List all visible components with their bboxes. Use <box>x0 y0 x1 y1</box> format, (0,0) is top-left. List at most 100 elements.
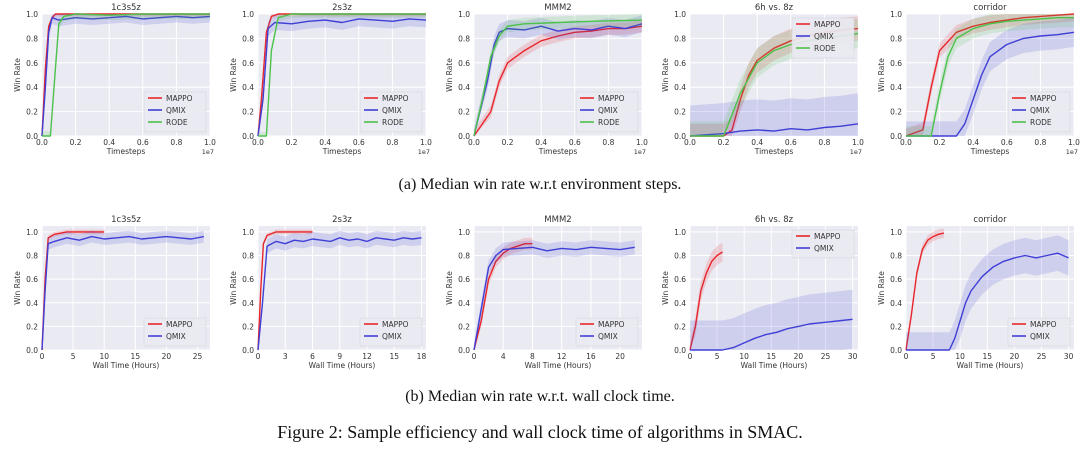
x-tick-label: 0.8 <box>818 138 830 147</box>
x-multiplier: 1e7 <box>418 148 430 156</box>
y-tick-label: 1.0 <box>26 10 38 19</box>
y-tick-label: 0.2 <box>458 108 470 117</box>
legend-label: RODE <box>166 118 188 127</box>
legend-label: MAPPO <box>166 94 193 103</box>
y-tick-label: 0.2 <box>242 108 254 117</box>
y-tick-label: 0.6 <box>458 275 470 284</box>
legend: MAPPO QMIX RODE <box>575 91 639 133</box>
y-tick-label: 0.6 <box>890 275 902 284</box>
chart-panel: 0.0 0.2 0.4 0.6 0.8 1.0 0 4 8 12 16 20 MMM2 Wall Time… <box>445 215 642 370</box>
y-axis-label: Win Rate <box>877 271 886 305</box>
x-tick-label: 0.6 <box>137 138 149 147</box>
y-tick-label: 0.8 <box>26 34 38 43</box>
chart-panel: 0.0 0.2 0.4 0.6 0.8 1.0 0.0 0.2 0.4 0.6 0.8 1.0 MMM2… <box>445 3 648 156</box>
x-tick-label: 0.4 <box>319 138 331 147</box>
y-tick-label: 1.0 <box>242 228 254 237</box>
x-tick-label: 0.8 <box>386 138 398 147</box>
chart-panel: 0.0 0.2 0.4 0.6 0.8 1.0 0 3 6 9 12 15 18 2s3z Wall Tim… <box>229 215 426 370</box>
x-tick-label: 20 <box>1010 352 1020 361</box>
x-tick-label: 10 <box>99 352 109 361</box>
y-axis-label: Win Rate <box>13 58 22 92</box>
y-axis-label: Win Rate <box>661 271 670 305</box>
legend-label: MAPPO <box>598 320 625 329</box>
y-tick-label: 0.0 <box>674 346 686 355</box>
x-tick-label: 20 <box>794 352 804 361</box>
series-line <box>258 13 426 137</box>
y-tick-label: 0.4 <box>26 299 38 308</box>
legend: MAPPO QMIX RODE <box>143 91 207 133</box>
legend-box <box>359 317 423 347</box>
x-tick-label: 0.4 <box>535 138 547 147</box>
x-axis-label: Wall Time (Hours) <box>93 361 160 370</box>
y-tick-label: 0.0 <box>242 346 254 355</box>
y-tick-label: 0.4 <box>242 83 254 92</box>
x-tick-label: 20 <box>615 352 625 361</box>
legend-label: RODE <box>1030 118 1052 127</box>
legend-label: QMIX <box>1030 106 1050 115</box>
series-band <box>906 17 1074 137</box>
series-line <box>257 237 422 351</box>
x-axis-label: Timesteps <box>106 147 146 156</box>
y-axis-label: Win Rate <box>445 271 454 305</box>
legend: MAPPO QMIX <box>575 317 639 347</box>
y-tick-label: 0.6 <box>674 59 686 68</box>
y-tick-label: 0.8 <box>458 34 470 43</box>
x-multiplier: 1e7 <box>1066 148 1078 156</box>
legend-label: MAPPO <box>382 320 409 329</box>
series-band <box>258 229 313 350</box>
chart-panel: 0.0 0.2 0.4 0.6 0.8 1.0 0.0 0.2 0.4 0.6 0.8 1.0 1c3s… <box>13 3 216 156</box>
x-tick-label: 1.0 <box>636 138 648 147</box>
chart-panel: 0.0 0.2 0.4 0.6 0.8 1.0 0 5 10 15 20 25 1c3s5z Wall T… <box>13 215 210 370</box>
legend-box <box>791 229 855 259</box>
y-tick-label: 0.4 <box>890 299 902 308</box>
y-tick-label: 0.0 <box>458 346 470 355</box>
series-line <box>473 25 643 137</box>
y-tick-label: 0.0 <box>674 132 686 141</box>
legend-box <box>1007 317 1071 347</box>
x-tick-label: 0.8 <box>602 138 614 147</box>
x-tick-label: 15 <box>389 352 399 361</box>
y-tick-label: 0.8 <box>242 34 254 43</box>
x-tick-label: 3 <box>283 352 288 361</box>
chart-title: corridor <box>973 215 1007 225</box>
x-tick-label: 0.2 <box>502 138 514 147</box>
chart-title: MMM2 <box>544 215 571 225</box>
series-line <box>41 15 211 137</box>
x-tick-label: 12 <box>557 352 567 361</box>
y-tick-label: 0.2 <box>26 322 38 331</box>
x-tick-label: 1.0 <box>420 138 432 147</box>
chart-title: 1c3s5z <box>111 3 141 13</box>
series-line <box>906 17 1074 137</box>
series-band <box>690 93 858 136</box>
x-tick-label: 30 <box>848 352 858 361</box>
y-tick-label: 0.6 <box>890 59 902 68</box>
y-axis-label: Win Rate <box>229 271 238 305</box>
x-tick-label: 10 <box>739 352 749 361</box>
legend-label: QMIX <box>814 244 834 253</box>
y-tick-label: 0.4 <box>458 83 470 92</box>
y-tick-label: 0.2 <box>890 322 902 331</box>
legend-label: MAPPO <box>166 320 193 329</box>
x-tick-label: 25 <box>821 352 831 361</box>
legend-label: QMIX <box>598 106 618 115</box>
series-band <box>474 15 642 137</box>
y-tick-label: 0.6 <box>26 275 38 284</box>
legend-box <box>143 317 207 347</box>
legend: MAPPO QMIX RODE <box>791 17 855 59</box>
row-b-caption: (b) Median win rate w.r.t. wall clock ti… <box>405 388 675 405</box>
series-band <box>258 14 426 136</box>
x-axis-label: Timesteps <box>754 147 794 156</box>
y-tick-label: 0.0 <box>458 132 470 141</box>
series-band <box>690 289 853 350</box>
legend: MAPPO QMIX RODE <box>1007 91 1071 133</box>
y-tick-label: 0.0 <box>26 132 38 141</box>
x-tick-label: 6 <box>310 352 315 361</box>
series-line <box>905 13 1075 137</box>
x-axis-label: Timesteps <box>538 147 578 156</box>
legend: MAPPO QMIX <box>143 317 207 347</box>
legend-box <box>143 91 207 133</box>
y-tick-label: 0.6 <box>242 275 254 284</box>
series-line <box>906 252 1069 351</box>
x-tick-label: 0.0 <box>900 138 912 147</box>
legend-label: MAPPO <box>814 20 841 29</box>
